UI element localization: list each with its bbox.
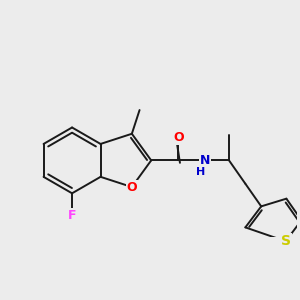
Text: H: H [196, 167, 206, 177]
Text: O: O [127, 181, 137, 194]
Text: N: N [200, 154, 210, 167]
Text: F: F [68, 209, 76, 222]
Text: S: S [280, 234, 291, 248]
Text: O: O [173, 131, 184, 144]
